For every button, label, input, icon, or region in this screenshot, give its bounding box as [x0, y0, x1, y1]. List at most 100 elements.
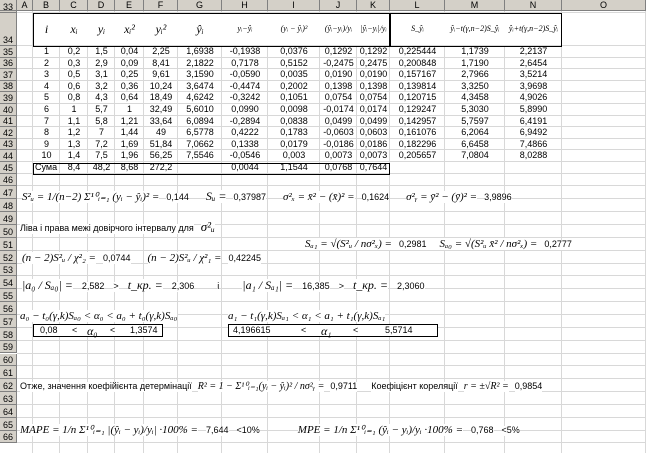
table-cell[interactable]: 6 — [43, 104, 49, 114]
table-cell[interactable]: 4,3458 — [461, 92, 489, 103]
column-header-A[interactable]: A — [17, 0, 33, 11]
table-cell[interactable]: 0,25 — [120, 69, 139, 80]
table-cell[interactable]: 0,129247 — [398, 104, 437, 114]
column-header-O[interactable]: O — [562, 0, 646, 11]
table-cell[interactable]: 7,0662 — [186, 138, 214, 149]
table-cell[interactable]: 0,7178 — [231, 57, 259, 68]
select-all-corner[interactable] — [0, 0, 17, 11]
table-cell[interactable]: 0,1292 — [359, 46, 388, 56]
table-cell[interactable]: 1,2 — [67, 127, 81, 138]
row-header-39[interactable]: 39 — [0, 92, 17, 104]
table-cell[interactable]: 0,0190 — [359, 69, 388, 80]
row-header-41[interactable]: 41 — [0, 115, 17, 128]
table-cell[interactable]: 10 — [41, 150, 52, 161]
table-cell[interactable]: -0,0590 — [229, 69, 261, 80]
row-header-55[interactable]: 55 — [0, 289, 17, 303]
row-header-35[interactable]: 35 — [0, 46, 17, 58]
row-header-62[interactable]: 62 — [0, 379, 17, 393]
table-cell[interactable]: -0,1938 — [229, 46, 261, 56]
row-header-34[interactable]: 34 — [0, 13, 17, 46]
row-header-47[interactable]: 47 — [0, 186, 17, 200]
table-cell[interactable]: 0,2475 — [359, 57, 388, 68]
row-header-50[interactable]: 50 — [0, 225, 17, 238]
row-header-58[interactable]: 58 — [0, 327, 17, 341]
table-cell[interactable]: 5,7 — [95, 104, 108, 114]
column-header-H[interactable]: H — [222, 0, 268, 11]
table-cell[interactable]: -0,2475 — [323, 57, 354, 68]
table-cell[interactable]: 10,24 — [149, 80, 173, 91]
table-cell[interactable]: 1,69 — [120, 138, 139, 149]
row-header-64[interactable]: 64 — [0, 404, 17, 418]
table-cell[interactable]: 0,0838 — [280, 115, 308, 126]
table-cell[interactable]: 0,0499 — [359, 115, 388, 126]
table-cell[interactable]: 0,0174 — [359, 104, 388, 114]
table-cell[interactable]: 0,0990 — [231, 104, 259, 114]
table-cell[interactable]: 0,139814 — [398, 80, 437, 91]
table-cell[interactable]: 0,5 — [67, 69, 81, 80]
column-header-B[interactable]: B — [33, 0, 60, 11]
table-cell[interactable]: 0,0754 — [359, 92, 388, 103]
table-cell[interactable]: 33,64 — [149, 115, 173, 126]
table-cell[interactable]: 2,9 — [95, 57, 108, 68]
table-cell[interactable]: 2,25 — [152, 46, 170, 56]
row-header-63[interactable]: 63 — [0, 392, 17, 405]
column-header-G[interactable]: G — [178, 0, 222, 11]
table-cell[interactable]: 0,161076 — [398, 127, 437, 138]
row-header-54[interactable]: 54 — [0, 276, 17, 290]
table-cell[interactable]: 0,6 — [67, 80, 81, 91]
table-cell[interactable]: 4 — [43, 80, 49, 91]
table-cell[interactable]: 4,6242 — [186, 92, 214, 103]
table-cell[interactable]: 1 — [43, 46, 49, 56]
table-cell[interactable]: 0,0098 — [280, 104, 308, 114]
table-cell[interactable]: 0,5152 — [280, 57, 308, 68]
table-cell[interactable]: 2,7966 — [461, 69, 489, 80]
table-cell[interactable]: 0,1292 — [324, 46, 353, 56]
table-cell[interactable]: 1 — [126, 104, 132, 114]
table-cell[interactable]: 8 — [43, 127, 49, 138]
table-cell[interactable]: 56,25 — [149, 150, 173, 161]
table-cell[interactable]: 0,205657 — [398, 150, 437, 161]
table-cell[interactable]: 0,1051 — [280, 92, 308, 103]
table-cell[interactable]: 0,0754 — [324, 92, 353, 103]
table-cell[interactable]: 6,6458 — [461, 138, 489, 149]
table-cell[interactable]: 3,2 — [95, 80, 108, 91]
row-header-51[interactable]: 51 — [0, 237, 17, 251]
column-header-L[interactable]: L — [390, 0, 445, 11]
table-cell[interactable]: 1,6938 — [186, 46, 214, 56]
table-cell[interactable]: 2,6454 — [519, 57, 548, 68]
row-header-65[interactable]: 65 — [0, 417, 17, 431]
table-cell[interactable]: 0,04 — [120, 46, 139, 56]
row-header-48[interactable]: 48 — [0, 199, 17, 213]
table-cell[interactable]: 0,64 — [120, 92, 139, 103]
table-cell[interactable]: 0,0499 — [324, 115, 353, 126]
table-cell[interactable]: 0,0603 — [359, 127, 388, 138]
table-cell[interactable]: 0,36 — [120, 80, 139, 91]
table-cell[interactable]: 0,225444 — [398, 46, 437, 56]
table-cell[interactable]: 49 — [155, 127, 166, 138]
row-header-36[interactable]: 36 — [0, 57, 17, 70]
table-cell[interactable]: 1,3 — [67, 138, 81, 149]
table-cell[interactable]: 7 — [43, 115, 49, 126]
column-header-I[interactable]: I — [268, 0, 320, 11]
table-cell[interactable]: 3,3250 — [461, 80, 489, 91]
sum-cell[interactable]: 0,7644 — [359, 162, 388, 172]
table-cell[interactable]: 6,9492 — [519, 127, 548, 138]
sum-cell[interactable]: 0,0768 — [324, 162, 353, 172]
table-cell[interactable]: 2 — [43, 57, 49, 68]
table-cell[interactable]: 7,5546 — [186, 150, 214, 161]
table-cell[interactable]: 0,0073 — [359, 150, 388, 161]
table-cell[interactable]: 7,0804 — [461, 150, 489, 161]
table-cell[interactable]: 0,0186 — [359, 138, 388, 149]
row-header-52[interactable]: 52 — [0, 250, 17, 264]
table-cell[interactable]: 5,7597 — [461, 115, 489, 126]
sum-cell[interactable]: 0,0044 — [231, 162, 259, 172]
table-cell[interactable]: 0,0190 — [324, 69, 353, 80]
table-cell[interactable]: 0,157167 — [398, 69, 437, 80]
table-cell[interactable]: 3,6474 — [186, 80, 214, 91]
table-cell[interactable]: -0,3242 — [229, 92, 261, 103]
table-cell[interactable]: 1,1739 — [461, 46, 489, 56]
table-cell[interactable]: 18,49 — [149, 92, 173, 103]
row-header-38[interactable]: 38 — [0, 80, 17, 93]
table-cell[interactable]: -0,0186 — [323, 138, 354, 149]
table-cell[interactable]: 0,1338 — [231, 138, 259, 149]
